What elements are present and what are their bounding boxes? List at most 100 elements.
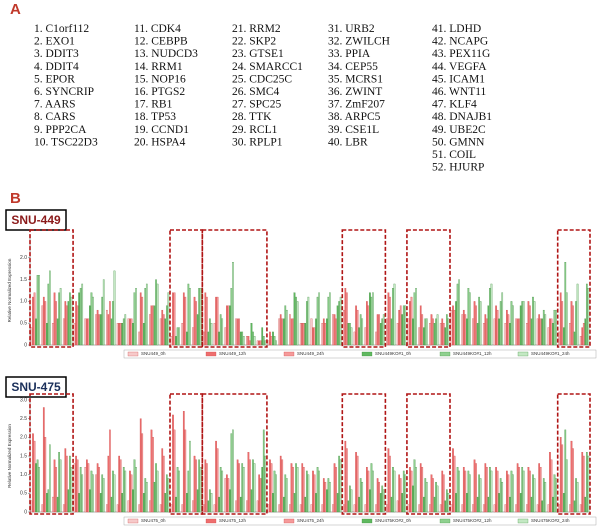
bar: [164, 493, 167, 513]
bar: [235, 500, 237, 513]
bar: [310, 318, 313, 346]
gene-item: 25. CDC25C: [232, 73, 292, 85]
bar: [549, 318, 551, 346]
bar: [127, 318, 130, 346]
bar: [101, 474, 104, 513]
bar: [570, 301, 573, 346]
bar: [458, 279, 460, 346]
bar: [442, 474, 445, 513]
bar: [445, 489, 448, 513]
bar: [153, 305, 156, 346]
bar: [415, 288, 417, 346]
bar: [399, 478, 402, 513]
bar: [313, 327, 316, 346]
bar: [398, 309, 401, 346]
bar: [419, 305, 422, 346]
bar: [498, 493, 500, 513]
bar: [496, 309, 499, 346]
bar: [149, 500, 151, 513]
bar: [176, 467, 179, 513]
panel-label: B: [10, 190, 21, 207]
bar: [261, 327, 264, 346]
bar: [292, 467, 294, 513]
legend-label: SNU475KO#2_0h: [375, 518, 412, 523]
gene-item: 40. LBR: [328, 136, 368, 148]
bar: [152, 305, 154, 346]
bar: [361, 481, 364, 513]
bar: [196, 489, 199, 513]
bar: [79, 288, 82, 346]
legend-swatch: [517, 351, 529, 357]
bar: [46, 493, 48, 513]
bar: [547, 327, 550, 346]
bar: [433, 323, 436, 346]
bar: [41, 504, 44, 513]
bar: [36, 275, 39, 346]
gene-item: 10. TSC22D3: [34, 136, 98, 148]
bar: [562, 493, 565, 513]
bar: [326, 318, 328, 346]
y-axis-label: Relative Normalized Expression: [7, 258, 12, 322]
gene-item: 51. COIL: [432, 149, 476, 161]
bar: [489, 288, 491, 346]
bar: [490, 470, 493, 513]
gene-item: 46. WNT11: [432, 86, 487, 98]
bar: [272, 331, 274, 346]
bar: [219, 314, 222, 346]
bar: [55, 467, 57, 513]
bar: [249, 340, 251, 346]
bar: [312, 327, 314, 346]
bar: [555, 309, 557, 346]
bar: [359, 478, 362, 513]
bar: [327, 478, 330, 513]
bar: [439, 504, 442, 513]
bar: [541, 500, 544, 513]
gene-item: 19. CCND1: [134, 124, 189, 136]
bar: [144, 478, 147, 513]
bar: [372, 470, 374, 513]
bar: [226, 305, 228, 346]
bar: [487, 305, 490, 346]
bar: [186, 493, 188, 513]
bar: [209, 489, 211, 513]
bar: [550, 318, 553, 346]
bar: [569, 323, 571, 346]
bar: [89, 489, 91, 513]
bar: [472, 504, 474, 513]
bar: [216, 448, 219, 513]
bar: [559, 292, 562, 346]
gene-item: 27. SPC25: [232, 99, 281, 111]
bar: [282, 496, 285, 513]
bar: [404, 305, 407, 346]
bar: [512, 305, 514, 346]
bar: [541, 318, 544, 346]
bar: [415, 467, 417, 513]
bar: [364, 327, 367, 346]
bar: [232, 262, 234, 346]
legend-swatch: [517, 518, 529, 524]
bar: [424, 318, 427, 346]
bar: [452, 448, 454, 513]
gene-item: 39. CSE1L: [328, 124, 379, 136]
bar: [322, 318, 325, 346]
gene-item: 12. CEBPB: [134, 36, 188, 48]
bar: [262, 336, 265, 346]
gene-item: 9. PPP2CA: [34, 124, 87, 136]
bar: [382, 314, 385, 346]
bar: [504, 323, 507, 346]
bar: [419, 463, 422, 513]
bar: [87, 318, 90, 346]
gene-item: 24. SMARCC1: [232, 61, 303, 73]
legend-swatch: [127, 351, 139, 357]
bar: [141, 433, 144, 513]
highlight-box: [341, 229, 387, 348]
bar: [278, 504, 281, 513]
bar: [367, 470, 370, 513]
bar: [159, 504, 162, 513]
bar: [532, 296, 534, 346]
bar: [432, 318, 434, 346]
bar: [290, 463, 293, 513]
bar: [89, 305, 91, 346]
bar: [572, 305, 574, 346]
bar: [264, 455, 267, 513]
